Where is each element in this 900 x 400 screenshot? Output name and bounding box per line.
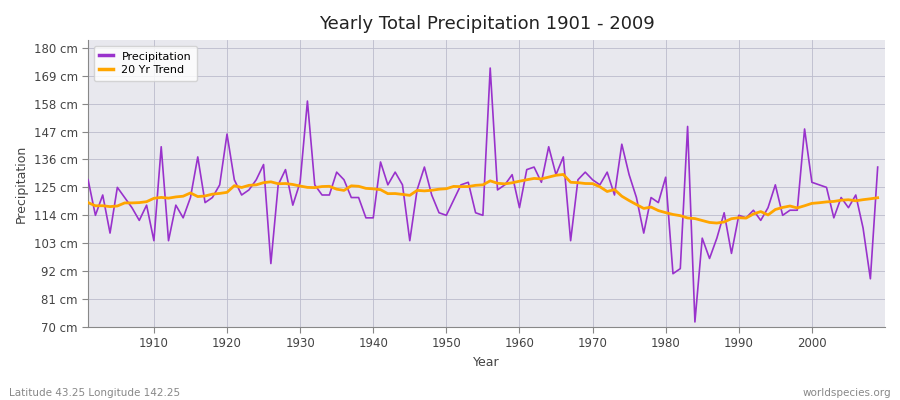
20 Yr Trend bbox=[872, 195, 883, 200]
Precipitation bbox=[141, 203, 152, 208]
Title: Yearly Total Precipitation 1901 - 2009: Yearly Total Precipitation 1901 - 2009 bbox=[319, 15, 654, 33]
Precipitation bbox=[346, 195, 356, 200]
20 Yr Trend bbox=[514, 179, 525, 184]
Line: Precipitation: Precipitation bbox=[88, 68, 878, 322]
Precipitation bbox=[689, 320, 700, 324]
Precipitation bbox=[514, 205, 525, 210]
Precipitation bbox=[83, 177, 94, 182]
Precipitation bbox=[302, 99, 313, 104]
20 Yr Trend bbox=[558, 172, 569, 177]
Precipitation bbox=[609, 192, 620, 197]
20 Yr Trend bbox=[302, 185, 313, 190]
20 Yr Trend bbox=[141, 199, 152, 204]
Precipitation bbox=[521, 167, 532, 172]
20 Yr Trend bbox=[609, 187, 620, 192]
Legend: Precipitation, 20 Yr Trend: Precipitation, 20 Yr Trend bbox=[94, 46, 197, 81]
Y-axis label: Precipitation: Precipitation bbox=[15, 144, 28, 223]
Precipitation bbox=[872, 165, 883, 170]
20 Yr Trend bbox=[346, 184, 356, 188]
X-axis label: Year: Year bbox=[473, 356, 500, 369]
20 Yr Trend bbox=[83, 200, 94, 205]
Text: worldspecies.org: worldspecies.org bbox=[803, 388, 891, 398]
Line: 20 Yr Trend: 20 Yr Trend bbox=[88, 174, 878, 223]
20 Yr Trend bbox=[711, 221, 722, 226]
20 Yr Trend bbox=[507, 180, 517, 185]
Text: Latitude 43.25 Longitude 142.25: Latitude 43.25 Longitude 142.25 bbox=[9, 388, 180, 398]
Precipitation bbox=[485, 66, 496, 70]
